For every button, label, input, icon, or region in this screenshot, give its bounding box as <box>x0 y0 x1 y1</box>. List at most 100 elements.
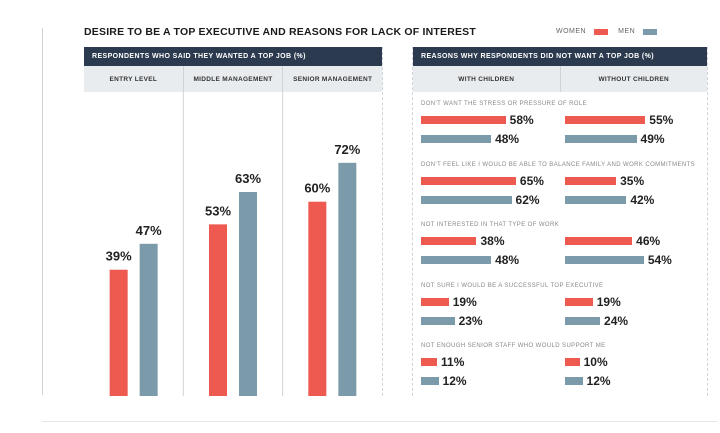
reason-row-without-children-men-1: 42% <box>565 193 654 207</box>
reason-bar-without-children-men-2 <box>565 256 644 264</box>
header-without-children: WITHOUT CHILDREN <box>559 66 708 92</box>
reason-bar-without-children-women-1 <box>565 177 617 185</box>
reason-pair-without-children-1: 35% 42% <box>565 174 705 212</box>
reason-row-with-children-women-3: 19% <box>421 295 477 309</box>
header-senior-management: SENIOR MANAGEMENT <box>282 66 382 92</box>
reason-pair-without-children-3: 19% 24% <box>565 295 705 333</box>
reasons-panel-header: REASONS WHY RESPONDENTS DID NOT WANT A T… <box>413 47 707 66</box>
reason-block-2: NOT INTERESTED IN THAT TYPE OF WORK 38% 48… <box>421 222 701 267</box>
reason-value-without-children-women-0: 55% <box>649 113 674 127</box>
reason-row-without-children-men-2: 54% <box>565 253 672 267</box>
reason-bar-without-children-men-0 <box>565 135 637 143</box>
reason-bar-with-children-women-3 <box>421 298 449 306</box>
header-middle-management: MIDDLE MANAGEMENT <box>182 66 283 92</box>
reason-title-4: NOT ENOUGH SENIOR STAFF WHO WOULD SUPPOR… <box>421 343 606 349</box>
reason-bar-without-children-women-3 <box>565 298 593 306</box>
reason-block-1: DON'T FEEL LIKE I WOULD BE ABLE TO BALAN… <box>421 162 701 207</box>
header-entry-level: ENTRY LEVEL <box>109 75 158 83</box>
reason-value-with-children-women-4: 11% <box>441 355 465 369</box>
reason-bar-without-children-women-0 <box>565 116 646 124</box>
header-with-children: WITH CHILDREN <box>458 75 515 83</box>
reason-value-without-children-men-1: 42% <box>630 193 655 207</box>
reason-value-without-children-women-2: 46% <box>636 234 661 248</box>
reason-pair-without-children-0: 55% 49% <box>565 113 705 151</box>
page-rule-bottom <box>42 421 717 422</box>
reason-row-with-children-men-4: 12% <box>421 374 467 388</box>
top-job-bar-chart: 39% 47% 53% 63% 60% 72% <box>106 92 361 396</box>
reason-value-with-children-men-3: 23% <box>458 314 483 328</box>
bar-women-2 <box>308 201 327 396</box>
reason-value-without-children-women-3: 19% <box>596 295 621 309</box>
reason-bar-without-children-men-4 <box>565 377 583 385</box>
reason-row-with-children-men-1: 62% <box>421 193 540 207</box>
reason-row-without-children-women-0: 55% <box>565 113 673 127</box>
reason-value-with-children-women-0: 58% <box>509 113 534 127</box>
reason-row-without-children-women-2: 46% <box>565 234 660 248</box>
reason-row-without-children-men-3: 24% <box>565 314 628 328</box>
reason-row-with-children-women-0: 58% <box>421 113 534 127</box>
page-rule-left <box>42 28 43 395</box>
legend-women-swatch <box>594 28 609 35</box>
bar-men-1 <box>239 191 257 396</box>
reason-pair-without-children-4: 10% 12% <box>565 355 705 393</box>
reasons-panel: REASONS WHY RESPONDENTS DID NOT WANT A T… <box>412 47 708 396</box>
bar-label-men-0: 47% <box>136 223 162 238</box>
reason-bar-with-children-women-2 <box>421 237 477 245</box>
reason-bar-without-children-women-2 <box>565 237 633 245</box>
career-level-headers: ENTRY LEVEL MIDDLE MANAGEMENT SENIOR MAN… <box>84 66 382 92</box>
reason-bar-with-children-men-4 <box>421 377 439 385</box>
reason-row-without-children-women-4: 10% <box>565 355 608 369</box>
reason-value-with-children-men-1: 62% <box>515 193 540 207</box>
reason-row-with-children-women-2: 38% <box>421 234 505 248</box>
bar-women-1 <box>209 224 227 396</box>
reason-bar-with-children-women-1 <box>421 177 516 185</box>
reason-pair-with-children-1: 65% 62% <box>421 174 561 212</box>
reason-title-3: NOT SURE I WOULD BE A SUCCESSFUL TOP EXE… <box>421 283 604 289</box>
reason-bar-without-children-women-4 <box>565 358 580 366</box>
children-group-headers: WITH CHILDREN WITHOUT CHILDREN <box>413 66 707 92</box>
page-title: DESIRE TO BE A TOP EXECUTIVE AND REASONS… <box>84 26 476 38</box>
reason-value-without-children-men-2: 54% <box>647 253 672 267</box>
reason-value-without-children-men-3: 24% <box>604 314 629 328</box>
reason-title-2: NOT INTERESTED IN THAT TYPE OF WORK <box>421 222 560 228</box>
reason-bar-with-children-women-0 <box>421 116 506 124</box>
reason-block-0: DON'T WANT THE STRESS OR PRESSURE OF ROL… <box>421 101 701 146</box>
reason-pair-with-children-2: 38% 48% <box>421 234 561 272</box>
top-job-panel: RESPONDENTS WHO SAID THEY WANTED A TOP J… <box>84 47 383 396</box>
bar-women-0 <box>109 269 128 396</box>
reason-value-with-children-men-0: 48% <box>495 132 520 146</box>
reason-value-without-children-women-4: 10% <box>583 355 608 369</box>
reason-bar-without-children-men-3 <box>565 317 601 325</box>
reason-block-3: NOT SURE I WOULD BE A SUCCESSFUL TOP EXE… <box>421 283 701 328</box>
bar-label-men-2: 72% <box>334 142 360 157</box>
reason-title-1: DON'T FEEL LIKE I WOULD BE ABLE TO BALAN… <box>421 162 696 168</box>
reason-bar-with-children-men-0 <box>421 135 492 143</box>
bar-label-women-2: 60% <box>304 181 330 196</box>
reason-pair-without-children-2: 46% 54% <box>565 234 705 272</box>
reason-value-with-children-women-3: 19% <box>452 295 477 309</box>
bar-label-women-0: 39% <box>106 249 132 264</box>
reason-row-with-children-women-1: 65% <box>421 174 544 188</box>
reason-bar-without-children-men-1 <box>565 196 627 204</box>
reason-value-without-children-men-4: 12% <box>586 374 611 388</box>
reason-value-with-children-women-2: 38% <box>480 234 505 248</box>
reason-value-with-children-women-1: 65% <box>519 174 544 188</box>
reason-row-without-children-women-3: 19% <box>565 295 621 309</box>
reason-value-with-children-men-4: 12% <box>442 374 467 388</box>
reason-row-with-children-men-3: 23% <box>421 314 483 328</box>
reason-title-0: DON'T WANT THE STRESS OR PRESSURE OF ROL… <box>421 101 588 107</box>
reason-bar-with-children-men-2 <box>421 256 492 264</box>
legend: WOMEN MEN <box>556 28 658 35</box>
reason-row-without-children-women-1: 35% <box>565 174 644 188</box>
reason-row-with-children-men-2: 48% <box>421 253 519 267</box>
reason-row-without-children-men-0: 49% <box>565 132 665 146</box>
reason-bar-with-children-men-3 <box>421 317 455 325</box>
reason-value-with-children-men-2: 48% <box>495 253 520 267</box>
top-job-panel-header: RESPONDENTS WHO SAID THEY WANTED A TOP J… <box>84 47 382 66</box>
bar-label-women-1: 53% <box>205 203 231 218</box>
reason-value-without-children-women-1: 35% <box>620 174 645 188</box>
reason-row-without-children-men-4: 12% <box>565 374 611 388</box>
bar-men-0 <box>139 243 158 396</box>
reason-value-without-children-men-0: 49% <box>640 132 665 146</box>
reason-pair-with-children-0: 58% 48% <box>421 113 561 151</box>
